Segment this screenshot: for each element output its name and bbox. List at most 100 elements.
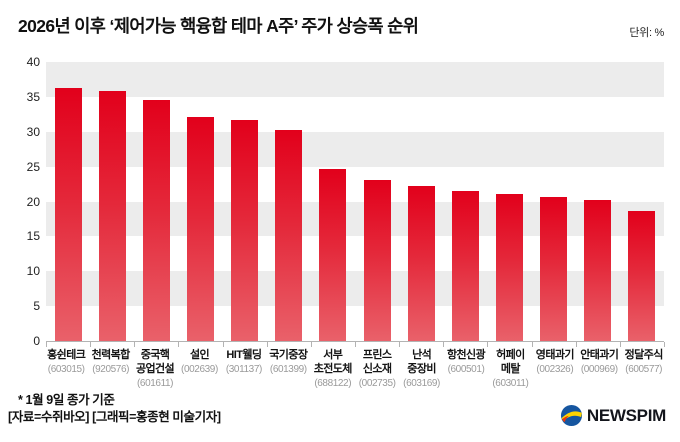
y-axis-tick-label: 0: [33, 334, 40, 348]
bar-중국핵공업건설: [142, 99, 170, 341]
bar-홍쉰테크: [54, 87, 82, 341]
category-label: 항천신광 (600501): [444, 349, 488, 375]
bar-국기중장: [275, 130, 303, 341]
category-name: 허페이 메탈: [496, 349, 525, 375]
page-title: 2026년 이후 ‘제어가능 핵융합 테마 A주’ 주가 상승폭 순위: [18, 16, 419, 36]
category-name: 영태과기: [535, 349, 575, 361]
y-axis-tick-label: 15: [26, 229, 40, 244]
y-axis-tick-label: 40: [26, 55, 40, 69]
category-label: 난석 중장비 (603169): [399, 349, 443, 389]
category-name: HIT웰딩: [226, 349, 262, 361]
category-label: HIT웰딩 (301137): [222, 349, 266, 375]
x-axis-tick: [46, 342, 47, 347]
x-axis-tick: [266, 342, 268, 347]
y-axis-tick-label: 10: [26, 264, 40, 279]
bar-서부초전도체: [319, 169, 347, 341]
category-code: (688122): [314, 377, 352, 389]
category-code: (002639): [181, 363, 218, 375]
category-code: (603011): [492, 377, 529, 389]
bar-column: [443, 62, 487, 341]
bar-영태과기: [540, 197, 568, 341]
unit-label: 단위: %: [629, 27, 664, 39]
category-label: 중국핵 공업건설 (601611): [133, 349, 177, 389]
x-axis-tick: [619, 342, 621, 347]
category-name: 난석 중장비: [407, 349, 436, 375]
category-label: 홍쉰테크 (603015): [44, 349, 88, 375]
bar-column: [311, 62, 355, 341]
category-label: 설인 (002639): [177, 349, 221, 375]
x-axis-ticks: [46, 342, 665, 347]
bar-HIT웰딩: [231, 119, 259, 341]
y-axis-tick-label: 5: [33, 299, 40, 314]
footnote-basis: * 1월 9일 종가 기준: [18, 393, 115, 407]
bar-series: [46, 62, 664, 341]
x-axis-labels: 홍쉰테크 (603015) 천력복합 (920576) 중국핵 공업건설 (601611)…: [44, 349, 666, 389]
category-name: 중국핵 공업건설: [136, 349, 175, 375]
bar-안태과기: [584, 200, 612, 341]
x-axis-tick: [310, 342, 312, 347]
category-code: (920576): [92, 363, 130, 375]
category-code: (601399): [269, 363, 307, 375]
x-axis-tick: [575, 342, 577, 347]
category-name: 정달주식: [624, 349, 664, 361]
bar-천력복합: [98, 90, 126, 341]
x-axis-tick: [355, 342, 356, 347]
category-name: 안태과기: [580, 349, 619, 361]
bar-column: [90, 62, 134, 341]
y-axis: 40 35 30 25 20 15 10 5 0: [0, 55, 40, 348]
category-name: 서부 초전도체: [313, 349, 353, 375]
bar-column: [178, 62, 222, 341]
bar-column: [399, 62, 443, 341]
x-axis-tick: [134, 342, 136, 347]
bar-column: [355, 62, 399, 341]
bar-항천신광: [451, 191, 479, 341]
category-label: 천력복합 (920576): [88, 349, 132, 375]
x-axis-tick: [222, 342, 224, 347]
category-code: (601611): [137, 377, 174, 389]
bar-난석중장비: [407, 186, 435, 341]
category-label: 프린스 신소재 (002735): [355, 349, 399, 389]
y-axis-tick-label: 30: [26, 124, 40, 139]
bar-column: [134, 62, 178, 341]
bar-column: [620, 62, 664, 341]
bar-column: [223, 62, 267, 341]
category-label: 안태과기 (000969): [577, 349, 621, 375]
category-code: (301137): [225, 363, 262, 375]
category-code: (000969): [580, 363, 618, 375]
x-axis-tick: [531, 342, 533, 347]
bar-column: [46, 62, 90, 341]
y-axis-tick-label: 25: [26, 159, 40, 174]
category-name: 홍쉰테크: [47, 349, 86, 361]
category-code: (603169): [403, 377, 440, 389]
bar-설인: [186, 117, 214, 341]
y-axis-tick-label: 35: [26, 89, 40, 104]
category-name: 프린스 신소재: [362, 349, 392, 375]
bar-column: [532, 62, 576, 341]
bar-허페이메탈: [495, 193, 523, 341]
category-code: (600577): [625, 363, 663, 375]
category-name: 천력복합: [91, 349, 131, 361]
category-code: (002735): [358, 377, 396, 389]
category-label: 국기중장 (601399): [266, 349, 310, 375]
category-label: 서부 초전도체 (688122): [311, 349, 355, 389]
category-name: 국기중장: [269, 349, 308, 361]
category-name: 항천신광: [446, 349, 486, 361]
x-axis-tick: [399, 342, 401, 347]
category-code: (002326): [536, 363, 574, 375]
bar-column: [487, 62, 531, 341]
category-name: 설인: [189, 349, 210, 361]
category-code: (603015): [47, 363, 85, 375]
category-label: 정달주식 (600577): [621, 349, 665, 375]
bar-프린스신소재: [363, 179, 391, 341]
bar-정달주식: [628, 210, 656, 341]
newspim-logo: NEWSPIM: [560, 404, 666, 427]
x-axis-tick: [487, 342, 489, 347]
plot-area: [46, 62, 664, 342]
category-label: 허페이 메탈 (603011): [488, 349, 532, 389]
x-axis-tick: [664, 342, 665, 347]
bar-column: [576, 62, 620, 341]
x-axis-tick: [90, 342, 92, 347]
x-axis-tick: [443, 342, 445, 347]
bar-column: [267, 62, 311, 341]
category-code: (600501): [447, 363, 485, 375]
